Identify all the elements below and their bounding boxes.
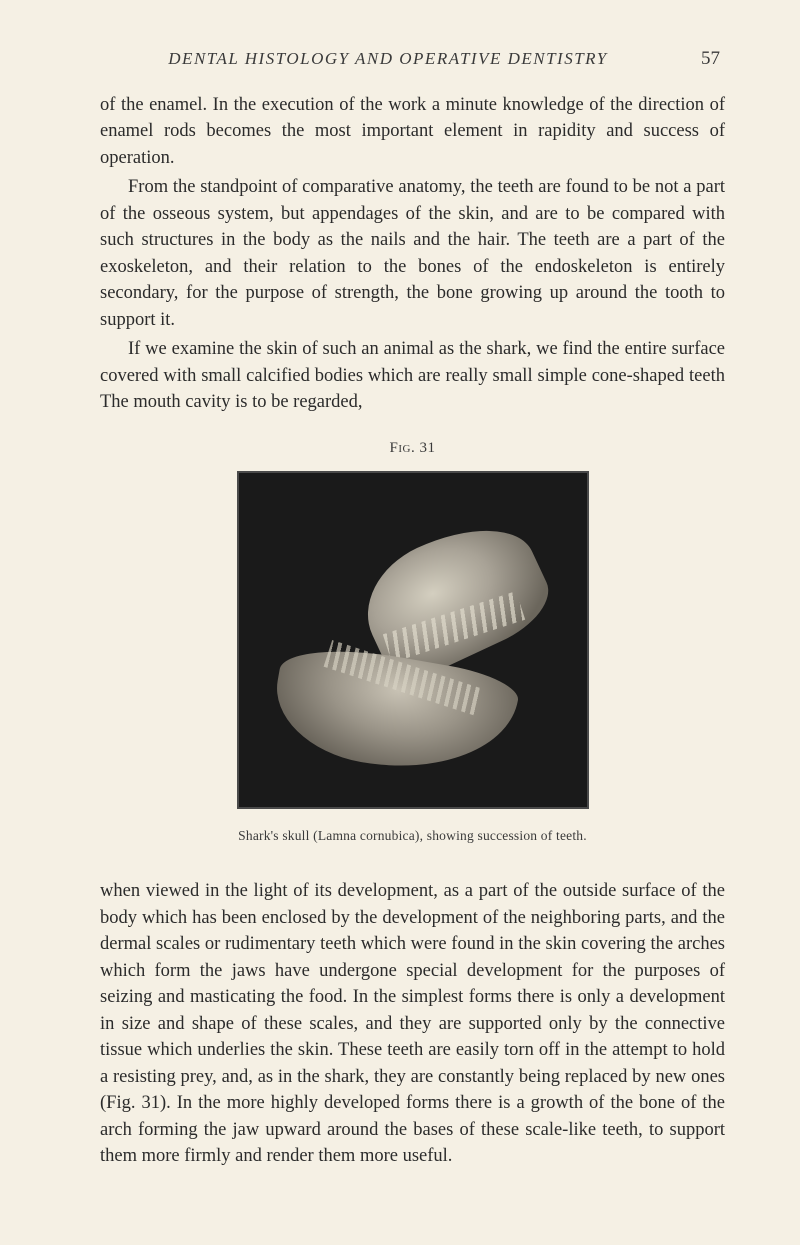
running-head: DENTAL HISTOLOGY AND OPERATIVE DENTISTRY	[105, 49, 671, 69]
paragraph-3: If we examine the skin of such an animal…	[100, 336, 725, 415]
paragraph-4: when viewed in the light of its developm…	[100, 878, 725, 1169]
figure-image	[237, 471, 589, 809]
body-text-block-2: when viewed in the light of its developm…	[100, 878, 725, 1169]
shark-skull-illustration	[274, 527, 554, 767]
figure-caption: Shark's skull (Lamna cornubica), showing…	[100, 828, 725, 844]
paragraph-2: From the standpoint of comparative anato…	[100, 174, 725, 333]
body-text-block-1: of the enamel. In the execution of the w…	[100, 92, 725, 415]
page-number: 57	[701, 48, 720, 70]
figure-container	[100, 471, 725, 814]
page-header: DENTAL HISTOLOGY AND OPERATIVE DENTISTRY…	[100, 48, 725, 70]
paragraph-1: of the enamel. In the execution of the w…	[100, 92, 725, 171]
figure-label: Fig. 31	[100, 440, 725, 457]
